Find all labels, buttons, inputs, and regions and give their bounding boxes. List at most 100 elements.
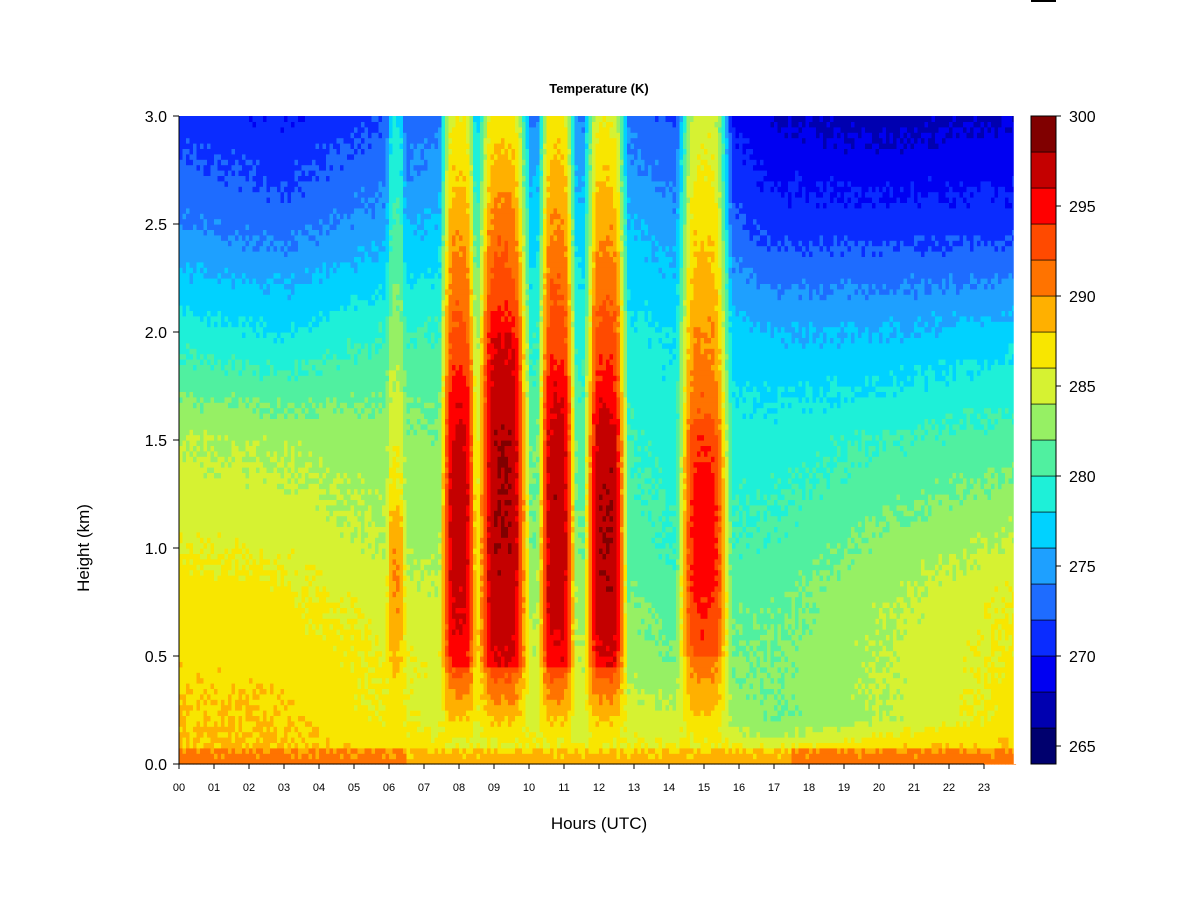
heatmap-cell bbox=[200, 283, 204, 289]
heatmap-cell bbox=[305, 305, 309, 311]
heatmap-cell bbox=[316, 316, 320, 322]
heatmap-cell bbox=[211, 364, 215, 370]
heatmap-cell bbox=[186, 402, 190, 408]
heatmap-cell bbox=[183, 370, 187, 376]
heatmap-cell bbox=[214, 672, 218, 678]
heatmap-cell bbox=[186, 246, 190, 252]
heatmap-cell bbox=[232, 219, 236, 225]
heatmap-cell bbox=[277, 678, 281, 684]
heatmap-cell bbox=[309, 683, 313, 689]
heatmap-cell bbox=[235, 332, 239, 338]
heatmap-cell bbox=[281, 235, 285, 241]
heatmap-cell bbox=[214, 127, 218, 133]
heatmap-cell bbox=[295, 532, 299, 538]
heatmap-cell bbox=[221, 197, 225, 203]
heatmap-cell bbox=[312, 256, 316, 262]
heatmap-cell bbox=[197, 273, 201, 279]
heatmap-cell bbox=[211, 678, 215, 684]
heatmap-cell bbox=[288, 413, 292, 419]
heatmap-cell bbox=[298, 332, 302, 338]
heatmap-cell bbox=[298, 397, 302, 403]
heatmap-cell bbox=[281, 483, 285, 489]
heatmap-cell bbox=[263, 278, 267, 284]
heatmap-cell bbox=[295, 413, 299, 419]
heatmap-cell bbox=[200, 332, 204, 338]
heatmap-cell bbox=[284, 634, 288, 640]
heatmap-cell bbox=[284, 570, 288, 576]
heatmap-cell bbox=[218, 235, 222, 241]
heatmap-cell bbox=[193, 462, 197, 468]
heatmap-cell bbox=[277, 699, 281, 705]
heatmap-cell bbox=[309, 607, 313, 613]
heatmap-cell bbox=[232, 132, 236, 138]
heatmap-cell bbox=[274, 121, 278, 127]
heatmap-cell bbox=[274, 613, 278, 619]
heatmap-cell bbox=[267, 570, 271, 576]
heatmap-cell bbox=[316, 359, 320, 365]
heatmap-cell bbox=[305, 510, 309, 516]
heatmap-cell bbox=[302, 138, 306, 144]
heatmap-cell bbox=[186, 391, 190, 397]
heatmap-cell bbox=[298, 694, 302, 700]
heatmap-cell bbox=[200, 327, 204, 333]
heatmap-cell bbox=[270, 537, 274, 543]
heatmap-cell bbox=[179, 732, 183, 738]
heatmap-cell bbox=[211, 267, 215, 273]
heatmap-cell bbox=[228, 516, 232, 522]
heatmap-cell bbox=[211, 721, 215, 727]
heatmap-cell bbox=[316, 564, 320, 570]
heatmap-cell bbox=[256, 516, 260, 522]
heatmap-cell bbox=[312, 192, 316, 198]
heatmap-cell bbox=[183, 661, 187, 667]
heatmap-cell bbox=[207, 267, 211, 273]
heatmap-cell bbox=[253, 213, 257, 219]
heatmap-cell bbox=[295, 629, 299, 635]
heatmap-cell bbox=[260, 721, 264, 727]
heatmap-cell bbox=[232, 121, 236, 127]
heatmap-cell bbox=[284, 213, 288, 219]
heatmap-cell bbox=[256, 494, 260, 500]
heatmap-cell bbox=[260, 667, 264, 673]
heatmap-cell bbox=[260, 586, 264, 592]
heatmap-cell bbox=[323, 651, 327, 657]
heatmap-cell bbox=[298, 607, 302, 613]
heatmap-cell bbox=[288, 224, 292, 230]
heatmap-cell bbox=[274, 283, 278, 289]
heatmap-cell bbox=[281, 586, 285, 592]
heatmap-cell bbox=[204, 575, 208, 581]
heatmap-cell bbox=[316, 521, 320, 527]
heatmap-cell bbox=[246, 591, 250, 597]
heatmap-cell bbox=[228, 602, 232, 608]
heatmap-cell bbox=[179, 429, 183, 435]
heatmap-cell bbox=[186, 397, 190, 403]
heatmap-cell bbox=[207, 143, 211, 149]
heatmap-cell bbox=[225, 564, 229, 570]
heatmap-cell bbox=[228, 753, 232, 759]
heatmap-cell bbox=[260, 138, 264, 144]
heatmap-cell bbox=[253, 170, 257, 176]
heatmap-cell bbox=[204, 656, 208, 662]
heatmap-cell bbox=[197, 516, 201, 522]
heatmap-cell bbox=[260, 510, 264, 516]
heatmap-cell bbox=[179, 445, 183, 451]
heatmap-cell bbox=[277, 543, 281, 549]
heatmap-cell bbox=[242, 505, 246, 511]
heatmap-cell bbox=[291, 489, 295, 495]
heatmap-cell bbox=[288, 456, 292, 462]
heatmap-cell bbox=[204, 175, 208, 181]
heatmap-cell bbox=[302, 213, 306, 219]
heatmap-cell bbox=[207, 359, 211, 365]
heatmap-cell bbox=[190, 332, 194, 338]
heatmap-cell bbox=[200, 559, 204, 565]
heatmap-cell bbox=[211, 224, 215, 230]
heatmap-cell bbox=[179, 570, 183, 576]
heatmap-cell bbox=[305, 121, 309, 127]
heatmap-cell bbox=[295, 138, 299, 144]
heatmap-cell bbox=[246, 618, 250, 624]
heatmap-cell bbox=[183, 521, 187, 527]
heatmap-cell bbox=[305, 570, 309, 576]
heatmap-cell bbox=[225, 624, 229, 630]
heatmap-cell bbox=[204, 570, 208, 576]
heatmap-cell bbox=[267, 607, 271, 613]
heatmap-cell bbox=[235, 370, 239, 376]
